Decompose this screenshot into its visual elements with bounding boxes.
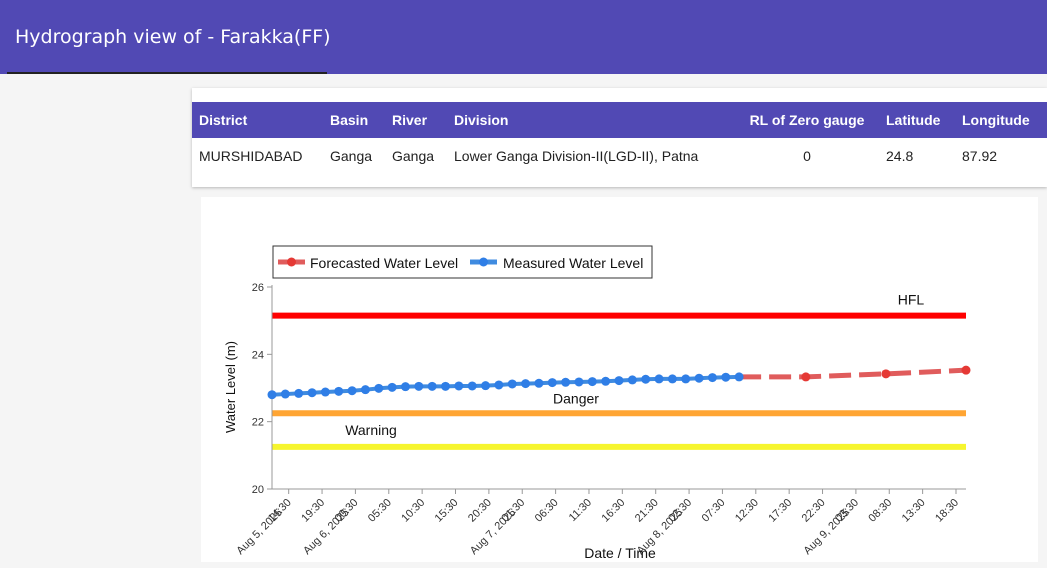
column-header-longitude: Longitude	[955, 102, 1047, 138]
forecast-point[interactable]	[881, 369, 891, 379]
forecast-point[interactable]	[961, 365, 971, 375]
chart-series	[267, 365, 971, 400]
x-tick-date-label: Aug 5, 2025	[234, 507, 284, 557]
cell-longitude: 87.92	[962, 148, 998, 164]
measured-point[interactable]	[481, 381, 491, 391]
x-tick-label: 12:30	[733, 497, 761, 525]
reference-lines: HFL Danger Warning	[272, 292, 966, 450]
measured-point[interactable]	[320, 387, 330, 397]
measured-point[interactable]	[360, 385, 370, 395]
measured-point[interactable]	[334, 386, 344, 396]
measured-point[interactable]	[721, 372, 731, 382]
legend-box	[272, 245, 653, 279]
legend-forecast-marker	[287, 257, 296, 267]
x-tick-label: 22:30	[800, 497, 828, 525]
measured-point[interactable]	[267, 390, 277, 400]
x-tick-label: 17:30	[766, 497, 794, 525]
x-tick-label: 07:30	[700, 497, 728, 525]
x-tick-label: 15:30	[433, 497, 461, 525]
title-underline	[7, 72, 327, 74]
page-title: Hydrograph view of - Farakka(FF)	[15, 26, 331, 48]
x-tick-label: 21:30	[633, 497, 661, 525]
measured-point[interactable]	[441, 381, 450, 391]
cell-district: MURSHIDABAD	[199, 148, 303, 164]
measured-point[interactable]	[641, 374, 651, 384]
measured-point[interactable]	[521, 379, 531, 389]
table-row: MURSHIDABAD Ganga Ganga Lower Ganga Divi…	[192, 138, 1047, 174]
x-tick-label: 16:30	[600, 497, 628, 525]
measured-point[interactable]	[374, 383, 384, 393]
app-header: Hydrograph view of - Farakka(FF)	[0, 0, 1047, 74]
cell-basin: Ganga	[330, 148, 373, 164]
station-info-card: District Basin River Division RL of Zero…	[192, 88, 1047, 187]
cell-latitude: 24.8	[886, 148, 914, 164]
measured-point[interactable]	[734, 372, 744, 382]
y-tick-label: 20	[252, 484, 264, 496]
measured-point[interactable]	[400, 382, 410, 392]
forecast-series-line	[739, 367, 967, 380]
chart-legend[interactable]: Forecasted Water Level Measured Water Le…	[272, 245, 653, 279]
y-axis-label: Water Level (m)	[223, 341, 238, 433]
measured-point[interactable]	[667, 374, 677, 384]
reference-label-warning: Warning	[345, 422, 397, 438]
station-info-table: District Basin River Division RL of Zero…	[192, 102, 1047, 174]
legend-forecast-label[interactable]: Forecasted Water Level	[310, 255, 458, 271]
measured-point[interactable]	[467, 381, 477, 391]
x-tick-label: 05:30	[366, 497, 394, 525]
x-tick-label: 20:30	[466, 497, 494, 525]
measured-point[interactable]	[614, 376, 624, 386]
x-tick-label: 06:30	[533, 497, 561, 525]
x-tick-label: 18:30	[933, 497, 961, 525]
measured-point[interactable]	[454, 381, 464, 391]
x-axis-label: Date / Time	[584, 545, 656, 561]
column-header-rl-zero-gauge: RL of Zero gauge	[735, 102, 879, 138]
reference-label-hfl: HFL	[898, 292, 925, 308]
x-tick-label: 13:30	[900, 497, 928, 525]
column-header-latitude: Latitude	[879, 102, 955, 138]
measured-point[interactable]	[707, 373, 717, 383]
column-header-division: Division	[447, 102, 735, 138]
cell-river: Ganga	[392, 148, 435, 164]
x-tick-label: 19:30	[299, 497, 327, 525]
measured-point[interactable]	[587, 377, 597, 387]
measured-point[interactable]	[347, 386, 357, 396]
measured-point[interactable]	[574, 377, 584, 387]
measured-point[interactable]	[534, 378, 544, 388]
measured-point[interactable]	[427, 381, 437, 391]
legend-measured-label[interactable]: Measured Water Level	[503, 255, 643, 271]
measured-point[interactable]	[280, 389, 290, 399]
measured-point[interactable]	[507, 379, 517, 389]
table-header-row: District Basin River Division RL of Zero…	[192, 102, 1047, 138]
measured-point[interactable]	[494, 380, 504, 390]
measured-point[interactable]	[307, 388, 317, 398]
measured-point[interactable]	[681, 374, 691, 384]
measured-point[interactable]	[654, 374, 664, 384]
measured-point[interactable]	[547, 378, 557, 388]
forecast-point[interactable]	[801, 372, 811, 382]
measured-point[interactable]	[694, 373, 704, 383]
y-tick-label: 26	[252, 282, 264, 294]
measured-point[interactable]	[601, 376, 611, 386]
column-header-basin: Basin	[323, 102, 385, 138]
y-tick-label: 24	[252, 349, 264, 361]
x-tick-label: 10:30	[399, 497, 427, 525]
column-header-river: River	[385, 102, 447, 138]
cell-rl-zero-gauge: 0	[803, 148, 811, 164]
x-tick-label: 11:30	[567, 497, 594, 524]
reference-label-danger: Danger	[553, 390, 599, 406]
x-tick-label: 08:30	[866, 497, 894, 525]
legend-measured-marker	[479, 257, 488, 267]
cell-division: Lower Ganga Division-II(LGD-II), Patna	[454, 148, 699, 164]
measured-point[interactable]	[627, 375, 637, 385]
measured-point[interactable]	[414, 381, 424, 391]
hydrograph-chart-card: HFL Danger Warning 20 22 24 26 14:30 Aug 5, 202…	[201, 197, 1038, 562]
measured-point[interactable]	[561, 377, 571, 387]
measured-point[interactable]	[294, 388, 304, 398]
y-tick-label: 22	[252, 417, 264, 429]
column-header-district: District	[192, 102, 323, 138]
measured-point[interactable]	[387, 382, 397, 392]
